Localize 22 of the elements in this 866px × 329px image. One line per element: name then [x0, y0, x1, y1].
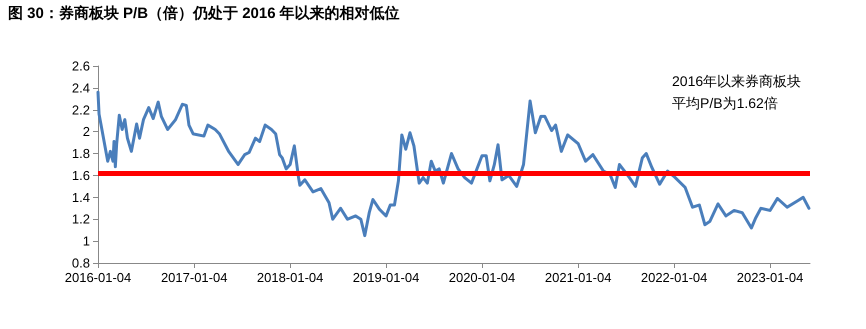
y-tick-label: 0.8 [72, 256, 90, 270]
y-tick-label: 1.4 [72, 190, 90, 205]
y-tick-label: 1.8 [72, 146, 90, 162]
x-tick-label: 2018-01-04 [256, 270, 324, 285]
y-tick-label: 1 [82, 234, 90, 249]
y-tick-label: 1.2 [72, 212, 90, 227]
chart-title: 图 30：券商板块 P/B（倍）仍处于 2016 年以来的相对低位 [8, 4, 400, 22]
x-tick-label: 2019-01-04 [352, 270, 420, 285]
line-series [96, 90, 810, 238]
x-tick-label: 2023-01-04 [736, 270, 804, 285]
annotation: 平均P/B为1.62倍 [672, 95, 778, 111]
y-tick-label: 1.6 [72, 168, 90, 183]
x-tick-label: 2021-01-04 [544, 270, 612, 285]
y-tick-label: 2.2 [72, 102, 90, 118]
y-tick-label: 2.4 [72, 80, 90, 96]
x-tick-label: 2022-01-04 [640, 270, 708, 285]
y-tick-label: 2.6 [72, 58, 90, 74]
x-tick-label: 2016-01-04 [64, 270, 132, 285]
x-tick-label: 2020-01-04 [448, 270, 516, 285]
annotation: 2016年以来券商板块 [672, 73, 802, 89]
x-tick-label: 2017-01-04 [160, 270, 228, 285]
y-tick-label: 2 [82, 124, 90, 140]
